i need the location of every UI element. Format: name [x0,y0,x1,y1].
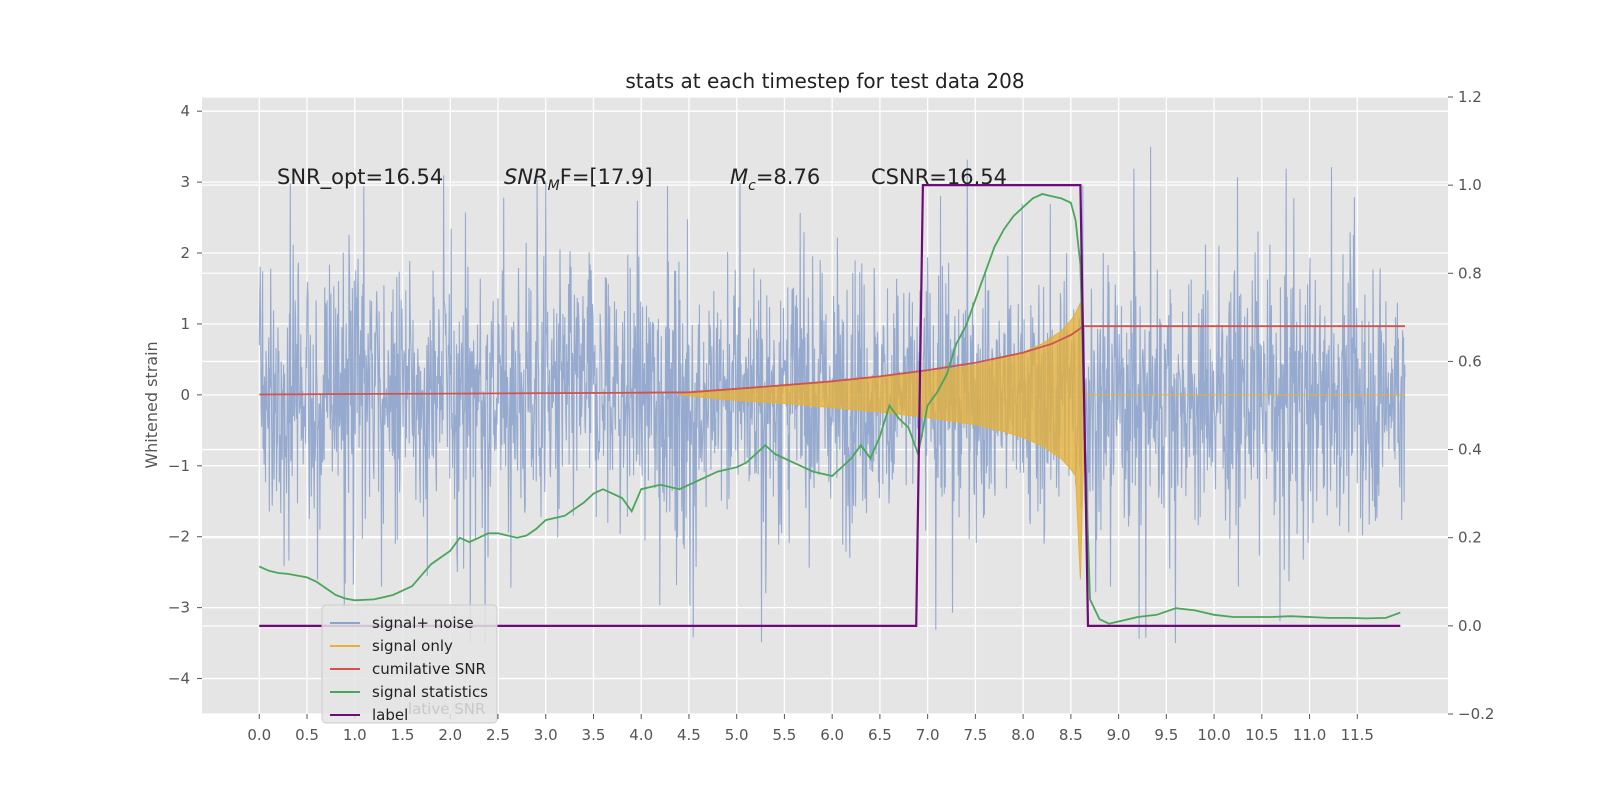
x-tick-label: 7.0 [916,726,940,744]
annotation-snr-mf-italic: SNR [504,165,548,189]
x-tick-label: 1.0 [343,726,367,744]
y-right-tick-label: 0.2 [1458,529,1482,547]
y-right-tick-label: 1.0 [1458,176,1482,194]
legend-label-signal_noise: signal+ noise [372,614,474,632]
x-tick-label: 1.5 [391,726,415,744]
annotation-csnr: CSNR=16.54 [871,165,1007,189]
label-series [259,184,1401,628]
y-right-tick-label: −0.2 [1458,705,1494,723]
legend: lative SNR signal+ noise signal only cumil… [321,604,498,724]
annotation-snr-mf-sub: M [548,178,560,194]
x-tick-label: 6.0 [820,726,844,744]
annotation-snr-mf-rest: F=[17.9] [560,165,653,189]
legend-label-cumulative_snr: cumilative SNR [372,660,486,678]
annotation-mc-italic: M [730,165,748,189]
y-right-tick-label: 0.8 [1458,264,1482,282]
x-tick-label: 6.5 [868,726,892,744]
x-tick-label: 5.5 [772,726,796,744]
x-tick-label: 0.5 [295,726,319,744]
y-left-tick-label: −4 [168,670,190,688]
annotation-snr-mf: SNRMF=[17.9] [504,165,653,194]
annotation-snr-opt: SNR_opt=16.54 [277,165,443,190]
legend-label-signal_only: signal only [372,637,453,655]
y-axis-left-ticks: 4 3 2 1 0 −1 −2 −3 −4 [168,102,202,688]
signal-noise-series [258,146,1406,644]
y-left-tick-label: 2 [180,244,190,262]
y-axis-label: Whitened strain [142,341,161,468]
x-tick-label: 3.5 [582,726,606,744]
x-tick-label: 2.5 [486,726,510,744]
y-right-tick-label: 1.2 [1458,88,1482,106]
legend-label-signal_statistics: signal statistics [372,683,488,701]
y-left-tick-label: −2 [168,528,190,546]
x-tick-label: 7.5 [963,726,987,744]
annotation-mc-sub: c [748,178,756,194]
x-tick-label: 3.0 [534,726,558,744]
y-right-tick-label: 0.6 [1458,352,1482,370]
y-left-tick-label: −3 [168,599,190,617]
y-left-tick-label: 1 [180,315,190,333]
y-right-tick-label: 0.4 [1458,441,1482,459]
x-tick-label: 0.0 [247,726,271,744]
x-axis-ticks: 0.0 0.5 1.0 1.5 2.0 2.5 3.0 3.5 4.0 4.5 5.0 5.5 6.0 6… [247,714,1374,744]
chart-title: stats at each timestep for test data 208 [625,69,1024,93]
legend-ghost-text: lative SNR [408,700,485,718]
x-tick-label: 9.5 [1154,726,1178,744]
annotation-mc: Mc=8.76 [730,165,820,194]
legend-box [321,604,498,724]
x-tick-label: 8.5 [1059,726,1083,744]
x-tick-label: 5.0 [725,726,749,744]
x-tick-label: 2.0 [438,726,462,744]
x-tick-label: 11.0 [1293,726,1326,744]
x-tick-label: 10.5 [1245,726,1278,744]
signal-statistics-series [258,193,1401,625]
x-tick-label: 4.0 [629,726,653,744]
legend-items: signal+ noise signal only cumilative SNR si… [330,614,488,724]
annotation-mc-rest: =8.76 [756,165,820,189]
x-tick-label: 4.5 [677,726,701,744]
y-axis-right-ticks: 1.2 1.0 0.8 0.6 0.4 0.2 0.0 −0.2 [1448,88,1494,723]
y-left-tick-label: 0 [180,386,190,404]
x-tick-label: 11.5 [1341,726,1374,744]
y-left-tick-label: 4 [180,102,190,120]
y-right-tick-label: 0.0 [1458,617,1482,635]
x-tick-label: 8.0 [1011,726,1035,744]
x-tick-label: 10.0 [1197,726,1230,744]
cumulative-snr-series [259,325,1405,396]
legend-label-label: label [372,706,408,724]
x-tick-label: 9.0 [1107,726,1131,744]
y-left-tick-label: 3 [180,173,190,191]
y-left-tick-label: −1 [168,457,190,475]
signal-noise-trace [258,146,1406,644]
